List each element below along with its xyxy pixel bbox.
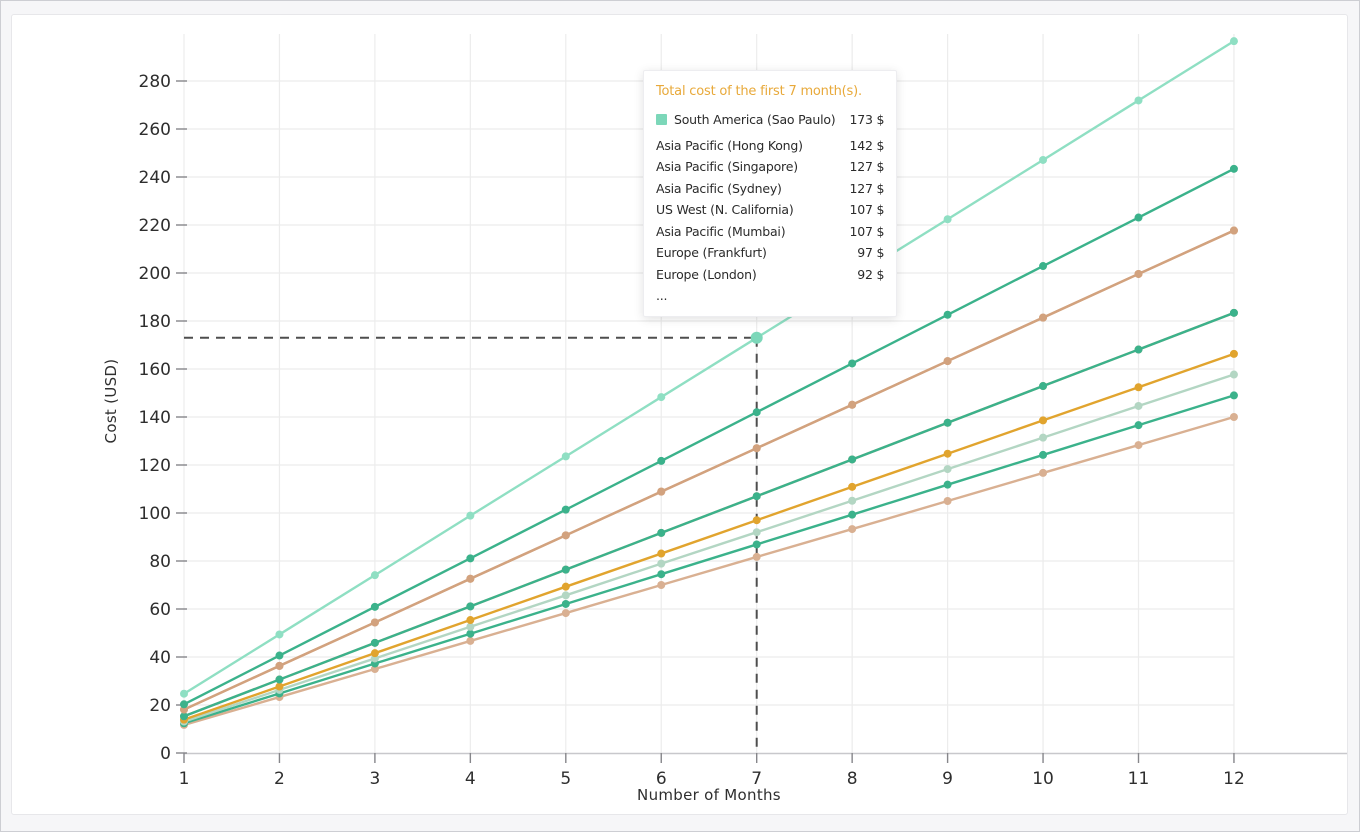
series-line-asia-pacific-hong-kong[interactable]	[180, 164, 1238, 709]
x-tick-labels: 1 2 3 4 5 6 7 8 9 10 11 12	[179, 769, 1245, 789]
svg-text:20: 20	[149, 696, 171, 716]
svg-text:5: 5	[560, 769, 571, 789]
tooltip-row-label: Asia Pacific (Sydney)	[656, 180, 782, 196]
svg-text:60: 60	[149, 600, 171, 620]
tooltip-row-value: 127 $	[849, 159, 885, 174]
tooltip-row-value: 127 $	[849, 180, 885, 196]
tooltip-row-value: 107 $	[849, 202, 885, 217]
svg-text:7: 7	[751, 769, 762, 789]
svg-text:8: 8	[847, 769, 858, 789]
tooltip-row-label: Asia Pacific (Singapore)	[656, 159, 798, 174]
svg-text:2: 2	[274, 769, 285, 789]
series-line-europe-frankfurt[interactable]	[180, 349, 1238, 724]
tooltip-row: Asia Pacific (Hong Kong) 142 $	[656, 135, 884, 157]
hovered-data-point[interactable]	[750, 331, 763, 344]
svg-text:12: 12	[1223, 769, 1245, 789]
crosshair-dashed-lines	[184, 336, 758, 753]
tooltip-title: Total cost of the first 7 month(s).	[656, 84, 862, 99]
tooltip-row-label: ...	[656, 288, 668, 303]
svg-text:240: 240	[139, 168, 171, 188]
tooltip-row-label: South America (Sao Paulo)	[674, 112, 836, 127]
tooltip-row-label: Europe (Frankfurt)	[656, 245, 767, 260]
series-line-unlabeled[interactable]	[180, 413, 1238, 729]
svg-text:3: 3	[369, 769, 380, 789]
svg-text:220: 220	[139, 216, 171, 236]
series-line-south-america-sao-paulo[interactable]	[180, 37, 1238, 698]
series-line-asia-pacific-singapore[interactable]	[180, 226, 1238, 714]
series-swatch-icon	[656, 114, 667, 126]
series-line-europe-london[interactable]	[180, 370, 1238, 726]
svg-text:1: 1	[179, 769, 190, 789]
series-line-us-west-n-california[interactable]	[180, 308, 1238, 721]
tooltip-row-value: 142 $	[849, 137, 885, 153]
svg-text:40: 40	[149, 648, 171, 668]
svg-text:180: 180	[139, 312, 171, 332]
svg-text:100: 100	[139, 504, 171, 524]
chart-tooltip: Total cost of the first 7 month(s). Sout…	[643, 70, 898, 317]
svg-text:4: 4	[465, 769, 476, 789]
tooltip-row: Europe (London) 92 $	[656, 264, 884, 286]
svg-text:160: 160	[139, 360, 171, 380]
svg-text:200: 200	[139, 264, 171, 284]
tooltip-row-label: US West (N. California)	[656, 202, 794, 217]
svg-text:9: 9	[942, 769, 953, 789]
svg-text:120: 120	[139, 456, 171, 476]
tooltip-row: South America (Sao Paulo) 173 $	[656, 109, 884, 131]
tooltip-row: Asia Pacific (Singapore) 127 $	[656, 156, 884, 178]
tooltip-row-value: 97 $	[857, 245, 885, 260]
y-tick-labels: 0 20 40 60 80 100 120 140 160 180 200 220 240 260 280	[139, 72, 171, 764]
tooltip-row: Asia Pacific (Mumbai) 107 $	[656, 221, 884, 243]
svg-text:80: 80	[149, 552, 171, 572]
svg-text:260: 260	[139, 120, 171, 140]
svg-text:6: 6	[656, 769, 667, 789]
y-axis-title: Cost (USD)	[102, 358, 120, 444]
tooltip-row: US West (N. California) 107 $	[656, 199, 884, 221]
svg-text:11: 11	[1128, 769, 1150, 789]
tooltip-row-value: 107 $	[849, 223, 885, 239]
tooltip-row-label: Asia Pacific (Hong Kong)	[656, 137, 803, 153]
series-line-unlabeled[interactable]	[180, 391, 1238, 728]
tooltip-row: Asia Pacific (Sydney) 127 $	[656, 178, 884, 200]
svg-text:280: 280	[139, 72, 171, 92]
tooltip-row-label: Asia Pacific (Mumbai)	[656, 223, 786, 239]
svg-text:10: 10	[1032, 769, 1054, 789]
tooltip-row-value: 92 $	[857, 266, 885, 282]
x-axis-title: Number of Months	[637, 786, 781, 804]
tooltip-row-value: 173 $	[849, 112, 885, 127]
tooltip-row-ellipsis: ...	[656, 285, 884, 307]
tooltip-row: Europe (Frankfurt) 97 $	[656, 242, 884, 264]
svg-text:140: 140	[139, 408, 171, 428]
svg-text:0: 0	[160, 744, 171, 764]
tooltip-row-label: Europe (London)	[656, 266, 757, 282]
